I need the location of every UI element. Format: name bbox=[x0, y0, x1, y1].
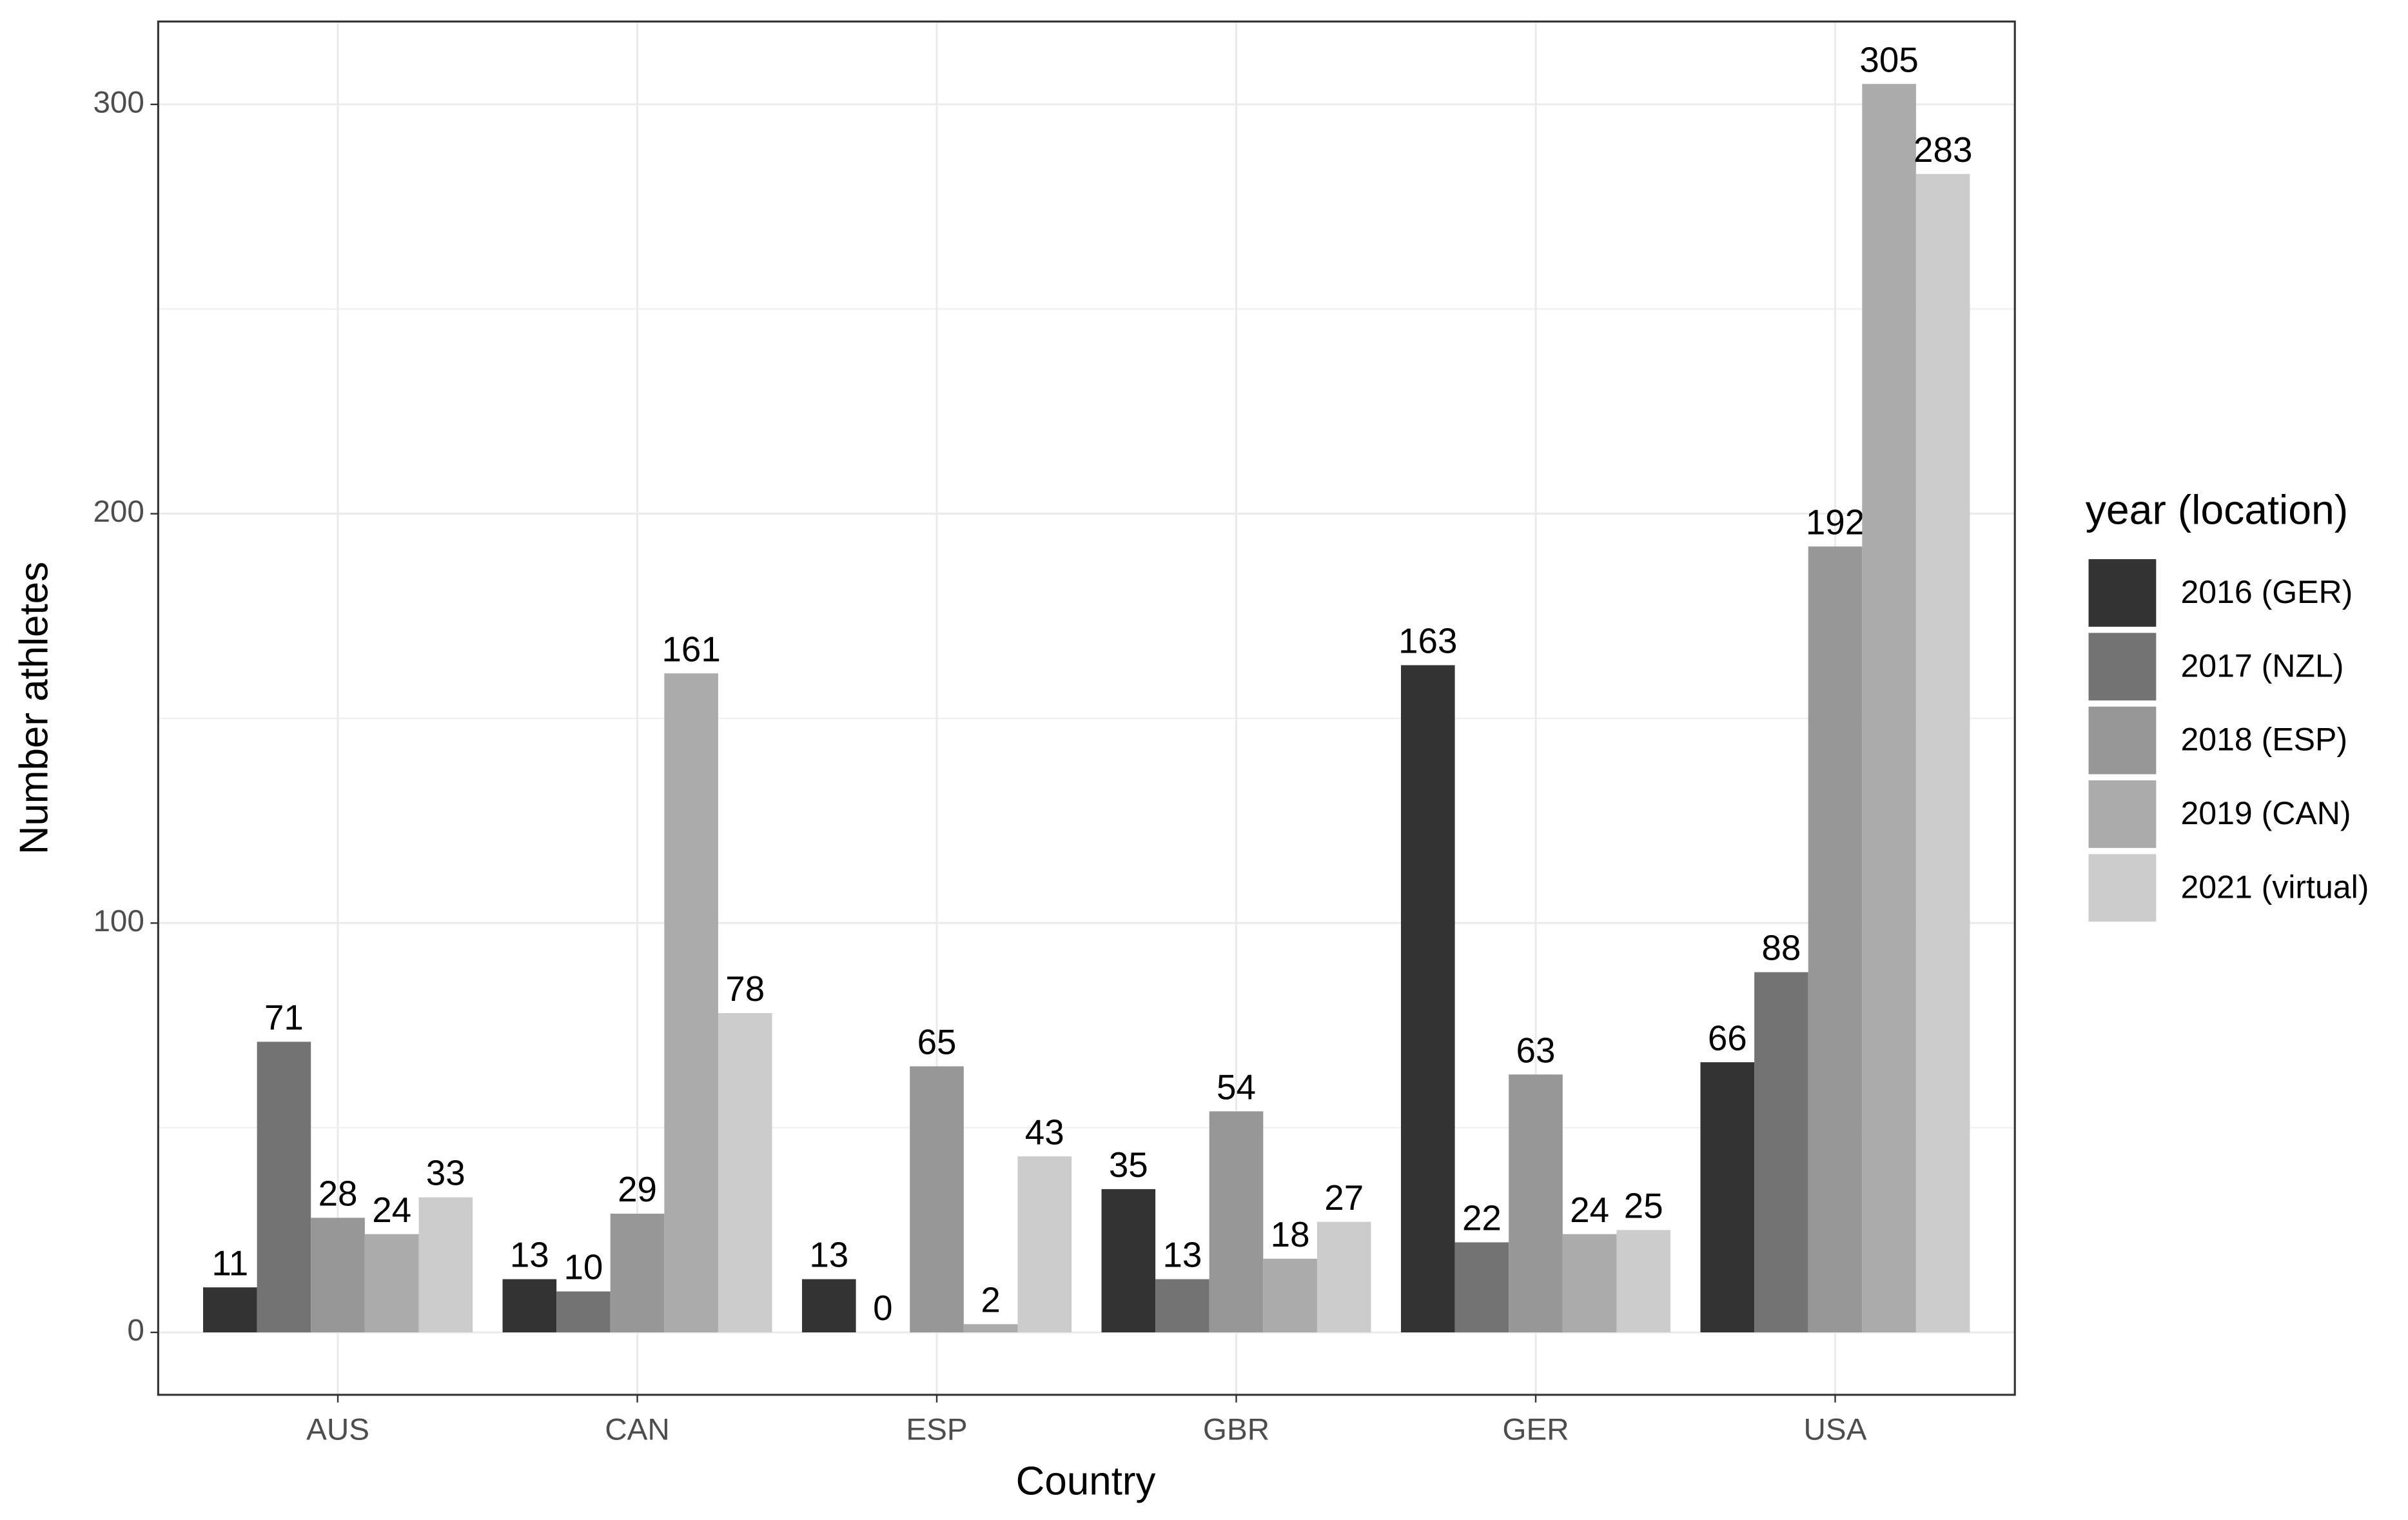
value-label: 71 bbox=[264, 998, 304, 1038]
value-label: 2 bbox=[981, 1279, 1000, 1319]
x-tick-label: CAN bbox=[605, 1413, 670, 1447]
panel-border bbox=[157, 20, 2016, 1396]
legend-key bbox=[2088, 633, 2157, 701]
value-label: 33 bbox=[426, 1153, 465, 1193]
value-label: 29 bbox=[618, 1169, 657, 1209]
bar bbox=[502, 1279, 557, 1333]
value-label: 18 bbox=[1271, 1214, 1310, 1254]
value-label: 25 bbox=[1624, 1186, 1663, 1226]
value-label: 78 bbox=[725, 969, 765, 1009]
bar bbox=[1101, 1189, 1156, 1333]
bar bbox=[1562, 1234, 1617, 1333]
value-label: 13 bbox=[510, 1235, 549, 1275]
bar bbox=[364, 1234, 419, 1333]
value-label: 305 bbox=[1859, 39, 1918, 79]
y-tick-label: 0 bbox=[127, 1314, 144, 1348]
value-label: 24 bbox=[372, 1190, 411, 1230]
bar bbox=[1808, 546, 1863, 1333]
value-label: 24 bbox=[1570, 1190, 1609, 1230]
value-label: 27 bbox=[1324, 1178, 1364, 1218]
legend-title: year (location) bbox=[2086, 487, 2348, 533]
value-label: 65 bbox=[917, 1022, 957, 1062]
value-label: 66 bbox=[1708, 1018, 1747, 1058]
value-label: 11 bbox=[211, 1243, 248, 1283]
legend-key bbox=[2088, 854, 2157, 922]
y-axis-title: Number athletes bbox=[12, 562, 57, 854]
bar bbox=[1263, 1258, 1317, 1333]
value-label: 192 bbox=[1806, 502, 1865, 542]
x-tick-label: AUS bbox=[306, 1413, 369, 1447]
bar bbox=[718, 1012, 772, 1333]
bar bbox=[1616, 1230, 1671, 1333]
bar bbox=[610, 1213, 665, 1333]
bar bbox=[664, 673, 718, 1333]
x-tick-label: GBR bbox=[1203, 1413, 1269, 1447]
value-label: 161 bbox=[661, 629, 720, 669]
bar bbox=[1754, 972, 1808, 1333]
bar bbox=[556, 1291, 611, 1333]
y-tick-label: 100 bbox=[93, 904, 144, 938]
bar bbox=[910, 1066, 964, 1333]
value-label: 35 bbox=[1109, 1145, 1148, 1185]
value-label: 54 bbox=[1217, 1067, 1256, 1107]
bar bbox=[1700, 1062, 1755, 1333]
value-label: 283 bbox=[1914, 130, 1972, 170]
y-tick-label: 300 bbox=[93, 85, 144, 119]
value-label: 63 bbox=[1516, 1030, 1556, 1070]
x-tick-label: USA bbox=[1804, 1413, 1867, 1447]
value-label: 13 bbox=[809, 1235, 848, 1275]
x-axis-title: Country bbox=[1016, 1459, 1156, 1503]
value-label: 28 bbox=[318, 1173, 358, 1213]
value-label: 163 bbox=[1398, 621, 1457, 661]
bar bbox=[1155, 1279, 1209, 1333]
x-tick-label: ESP bbox=[906, 1413, 967, 1447]
bar bbox=[1400, 665, 1455, 1333]
value-label: 10 bbox=[563, 1247, 603, 1287]
y-tick-label: 200 bbox=[93, 495, 144, 529]
legend-label: 2017 (NZL) bbox=[2180, 647, 2344, 684]
value-label: 13 bbox=[1162, 1235, 1202, 1275]
bar bbox=[802, 1279, 856, 1333]
value-label: 0 bbox=[873, 1288, 892, 1328]
legend-label: 2018 (ESP) bbox=[2180, 722, 2347, 758]
bar bbox=[418, 1197, 473, 1333]
bar bbox=[1017, 1156, 1072, 1333]
bar bbox=[1209, 1111, 1264, 1333]
value-label: 88 bbox=[1761, 928, 1801, 968]
bar bbox=[1509, 1074, 1563, 1333]
legend-key bbox=[2088, 706, 2157, 775]
bar bbox=[257, 1041, 311, 1333]
legend-label: 2016 (GER) bbox=[2180, 574, 2353, 610]
x-tick-label: GER bbox=[1502, 1413, 1569, 1447]
bar bbox=[1454, 1242, 1509, 1333]
legend-label: 2019 (CAN) bbox=[2180, 795, 2351, 831]
legend-key bbox=[2088, 780, 2157, 848]
legend-label: 2021 (virtual) bbox=[2180, 869, 2369, 905]
bar bbox=[1317, 1221, 1371, 1333]
legend-key bbox=[2088, 559, 2157, 627]
value-label: 43 bbox=[1025, 1112, 1064, 1152]
value-label: 22 bbox=[1462, 1198, 1502, 1238]
bar bbox=[311, 1218, 365, 1333]
bar bbox=[203, 1287, 257, 1333]
bar bbox=[963, 1324, 1018, 1333]
bar bbox=[1862, 84, 1916, 1333]
bar bbox=[1915, 173, 1970, 1333]
